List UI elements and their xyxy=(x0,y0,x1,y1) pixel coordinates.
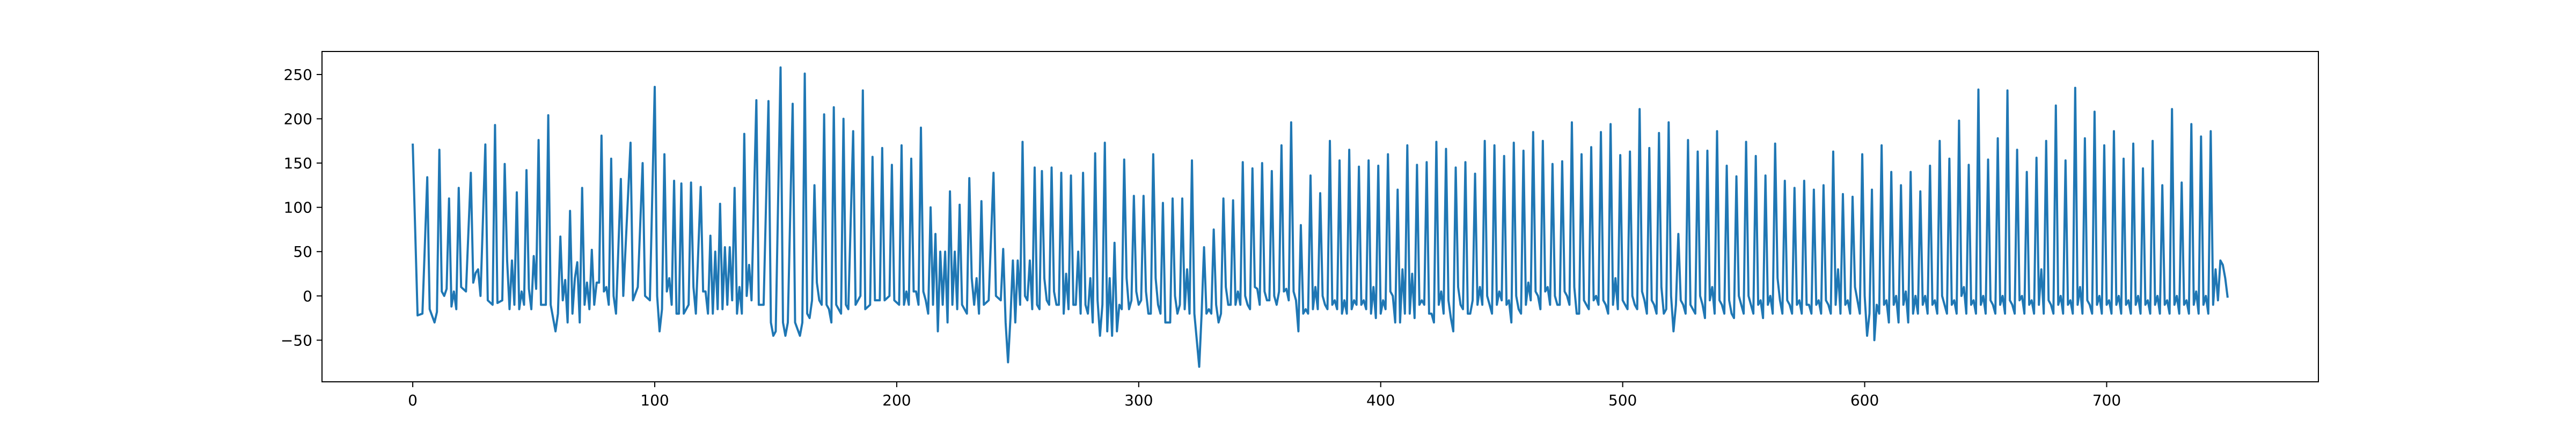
y-axis: −50 0 50 100 150 200 250 xyxy=(281,66,322,349)
y-tick-label: −50 xyxy=(281,331,312,349)
y-tick-label: 0 xyxy=(303,287,312,305)
axes-frame xyxy=(321,51,2319,382)
x-tick-label: 400 xyxy=(1366,391,1395,409)
x-tick-label: 600 xyxy=(1850,391,1879,409)
y-tick-label: 200 xyxy=(284,110,312,128)
y-tick-label: 50 xyxy=(293,243,312,261)
y-tick-label: 250 xyxy=(284,66,312,84)
x-tick-label: 100 xyxy=(640,391,669,409)
series-line-0 xyxy=(412,66,2229,368)
plot-area xyxy=(412,66,2229,368)
x-tick-label: 200 xyxy=(882,391,911,409)
x-tick-label: 500 xyxy=(1608,391,1637,409)
x-tick-label: 700 xyxy=(2092,391,2121,409)
x-axis: 0 100 200 300 400 500 600 700 xyxy=(408,382,2121,409)
y-tick-label: 150 xyxy=(284,154,312,172)
x-tick-label: 0 xyxy=(408,391,418,409)
x-tick-label: 300 xyxy=(1124,391,1153,409)
y-tick-label: 100 xyxy=(284,199,312,217)
